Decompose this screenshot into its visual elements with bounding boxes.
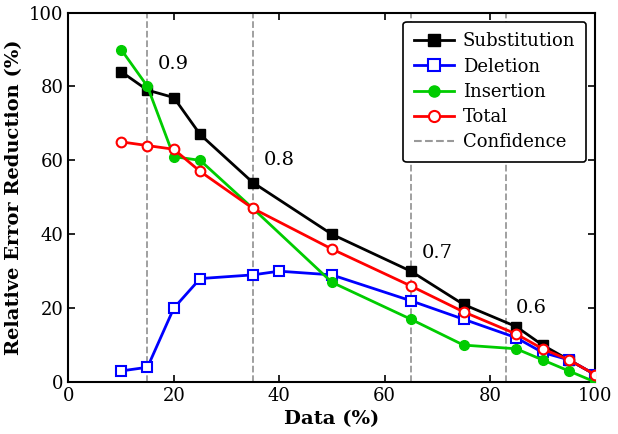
Text: 0.6: 0.6 xyxy=(516,299,547,317)
Deletion xyxy=(407,298,415,303)
Line: Total: Total xyxy=(116,137,600,379)
Total xyxy=(328,247,336,252)
Deletion xyxy=(197,276,204,281)
Text: 0.7: 0.7 xyxy=(421,244,452,262)
Total xyxy=(144,143,151,148)
Total xyxy=(249,206,256,211)
Total xyxy=(407,283,415,289)
Line: Substitution: Substitution xyxy=(116,67,600,379)
Deletion xyxy=(117,368,125,374)
Legend: Substitution, Deletion, Insertion, Total, Confidence: Substitution, Deletion, Insertion, Total… xyxy=(404,22,586,162)
Deletion xyxy=(170,306,177,311)
Total xyxy=(117,139,125,145)
Insertion xyxy=(407,317,415,322)
Insertion xyxy=(539,357,546,362)
Substitution xyxy=(197,132,204,137)
Insertion xyxy=(144,84,151,89)
Substitution xyxy=(460,302,467,307)
Deletion xyxy=(512,335,520,340)
Deletion xyxy=(539,350,546,355)
Total xyxy=(539,346,546,352)
Insertion xyxy=(460,342,467,348)
Total xyxy=(512,332,520,337)
Substitution xyxy=(591,372,599,377)
Substitution xyxy=(539,342,546,348)
Deletion xyxy=(249,272,256,277)
Deletion xyxy=(591,372,599,377)
Deletion xyxy=(565,357,572,362)
Y-axis label: Relative Error Reduction (%): Relative Error Reduction (%) xyxy=(6,39,23,355)
Total xyxy=(170,147,177,152)
Line: Deletion: Deletion xyxy=(116,266,600,379)
Deletion xyxy=(328,272,336,277)
Insertion xyxy=(565,368,572,374)
Deletion xyxy=(144,365,151,370)
Substitution xyxy=(249,180,256,185)
Line: Insertion: Insertion xyxy=(116,45,600,387)
Total xyxy=(460,309,467,314)
X-axis label: Data (%): Data (%) xyxy=(284,411,379,428)
Substitution xyxy=(512,324,520,329)
Substitution xyxy=(170,95,177,100)
Insertion xyxy=(328,279,336,285)
Substitution xyxy=(144,88,151,93)
Insertion xyxy=(249,206,256,211)
Text: 0.9: 0.9 xyxy=(158,55,189,73)
Insertion xyxy=(117,47,125,52)
Substitution xyxy=(407,269,415,274)
Insertion xyxy=(170,154,177,159)
Substitution xyxy=(117,69,125,74)
Insertion xyxy=(591,379,599,385)
Substitution xyxy=(565,357,572,362)
Insertion xyxy=(197,158,204,163)
Deletion xyxy=(276,269,283,274)
Substitution xyxy=(328,232,336,237)
Total xyxy=(565,357,572,362)
Deletion xyxy=(460,317,467,322)
Text: 0.8: 0.8 xyxy=(263,151,294,169)
Total xyxy=(197,169,204,174)
Insertion xyxy=(512,346,520,352)
Total xyxy=(591,372,599,377)
